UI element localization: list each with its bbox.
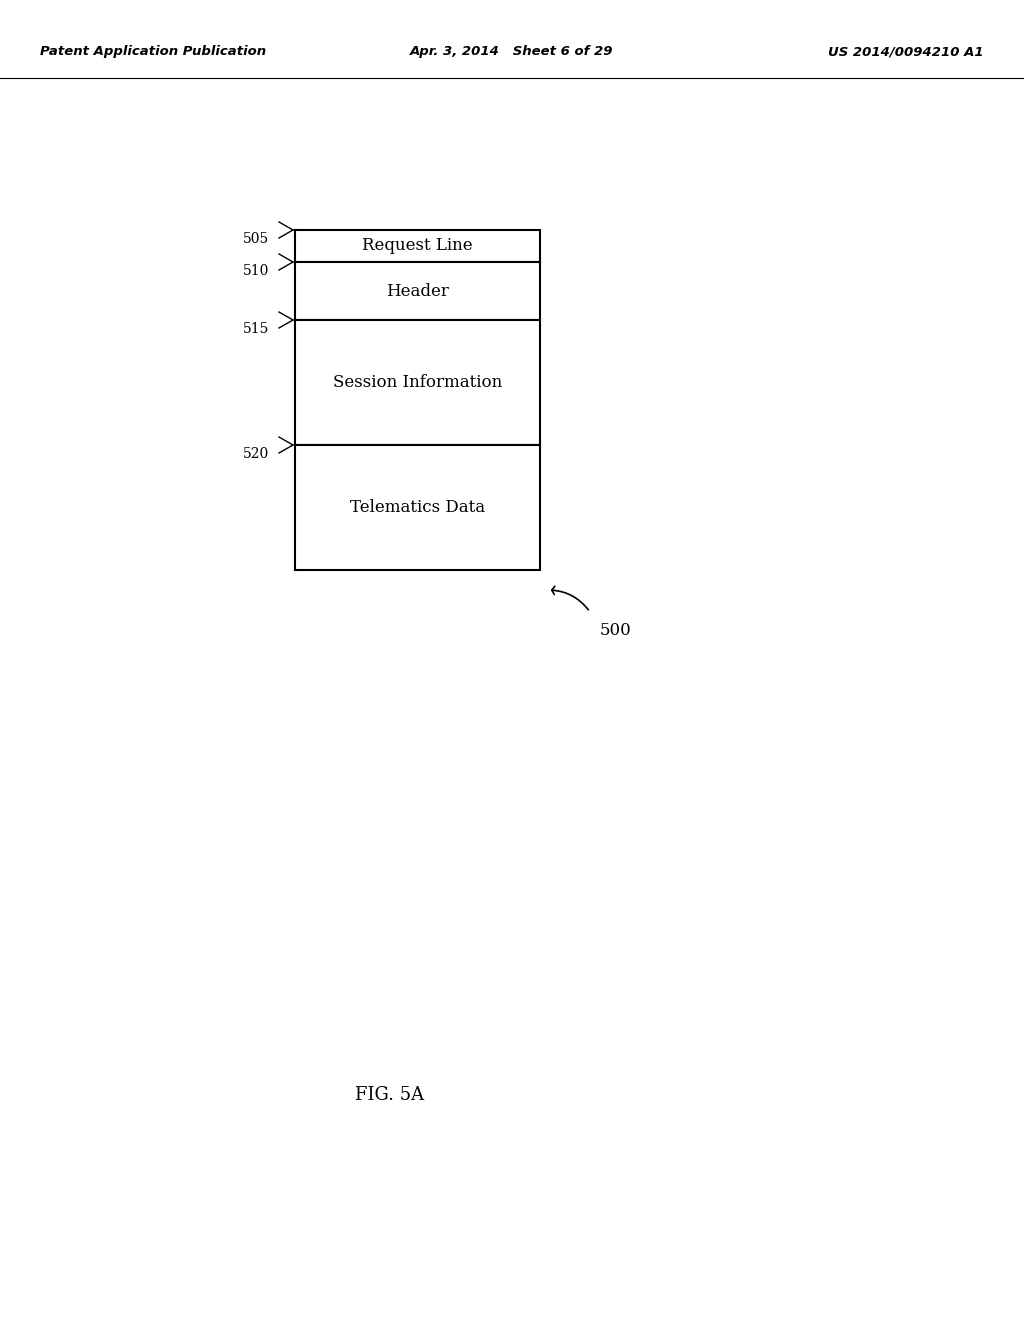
Text: US 2014/0094210 A1: US 2014/0094210 A1 — [828, 45, 984, 58]
Text: Apr. 3, 2014   Sheet 6 of 29: Apr. 3, 2014 Sheet 6 of 29 — [411, 45, 613, 58]
Text: FIG. 5A: FIG. 5A — [355, 1086, 425, 1104]
Text: 505: 505 — [243, 232, 269, 246]
Text: 500: 500 — [600, 622, 632, 639]
Text: Telematics Data: Telematics Data — [350, 499, 485, 516]
Text: Request Line: Request Line — [362, 238, 473, 255]
Bar — [295, 319, 540, 445]
Text: 510: 510 — [243, 264, 269, 279]
Text: Session Information: Session Information — [333, 374, 502, 391]
Text: Patent Application Publication: Patent Application Publication — [40, 45, 266, 58]
Text: Header: Header — [386, 282, 449, 300]
Bar — [295, 230, 540, 261]
Text: 515: 515 — [243, 322, 269, 337]
Bar — [295, 445, 540, 570]
Text: 520: 520 — [243, 447, 269, 461]
Bar — [295, 261, 540, 319]
